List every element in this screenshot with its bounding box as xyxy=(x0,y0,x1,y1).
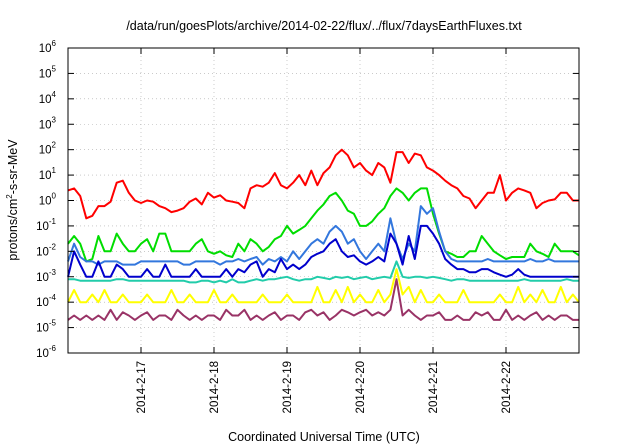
y-tick-label: 103 xyxy=(39,115,57,131)
chart-title: /data/run/goesPlots/archive/2014-02-22/f… xyxy=(126,19,522,33)
y-axis-label: protons/cm2-s-sr-MeV xyxy=(5,139,20,261)
y-tick-label: 10-5 xyxy=(36,319,56,335)
series-line-5 xyxy=(68,260,579,284)
y-axis-label-post: -s-sr-MeV xyxy=(6,139,20,195)
x-tick-label: 2014-2-20 xyxy=(355,361,367,413)
x-tick-label: 2014-2-21 xyxy=(428,361,440,413)
y-tick-label: 100 xyxy=(39,192,57,208)
y-tick-label: 101 xyxy=(39,166,57,182)
y-tick-label: 102 xyxy=(39,141,57,157)
x-tick-label: 2014-2-19 xyxy=(282,361,294,413)
y-axis-label-pre: protons/cm xyxy=(6,199,20,261)
y-axis-label-sup: 2 xyxy=(5,194,14,199)
y-tick-label: 10-4 xyxy=(36,293,56,309)
series-line-6 xyxy=(67,268,580,304)
x-tick-label: 2014-2-18 xyxy=(209,361,221,413)
x-axis-ticks: 2014-2-17 2014-2-18 2014-2-19 2014-2-20 2014… xyxy=(136,48,513,413)
y-axis-ticks: 10-6 10-5 10-4 10-3 10-2 10-1 100 101 102 103 104 1… xyxy=(36,39,579,360)
series-line-4 xyxy=(67,224,579,278)
y-tick-label: 10-6 xyxy=(36,344,56,360)
x-tick-label: 2014-2-17 xyxy=(136,361,148,413)
y-tick-label: 106 xyxy=(39,39,57,55)
y-tick-label: 105 xyxy=(39,64,57,80)
y-tick-label: 10-2 xyxy=(36,242,56,258)
y-tick-label: 104 xyxy=(39,90,57,106)
y-tick-label: 10-3 xyxy=(36,268,56,284)
series-layer xyxy=(67,148,580,321)
y-tick-label: 10-1 xyxy=(36,217,56,233)
series-line-2 xyxy=(67,187,580,263)
x-tick-label: 2014-2-22 xyxy=(501,361,513,413)
series-line-3 xyxy=(67,205,579,266)
series-line-1 xyxy=(67,148,579,220)
x-axis-label: Coordinated Universal Time (UTC) xyxy=(228,430,420,444)
series-line-7 xyxy=(67,278,579,321)
